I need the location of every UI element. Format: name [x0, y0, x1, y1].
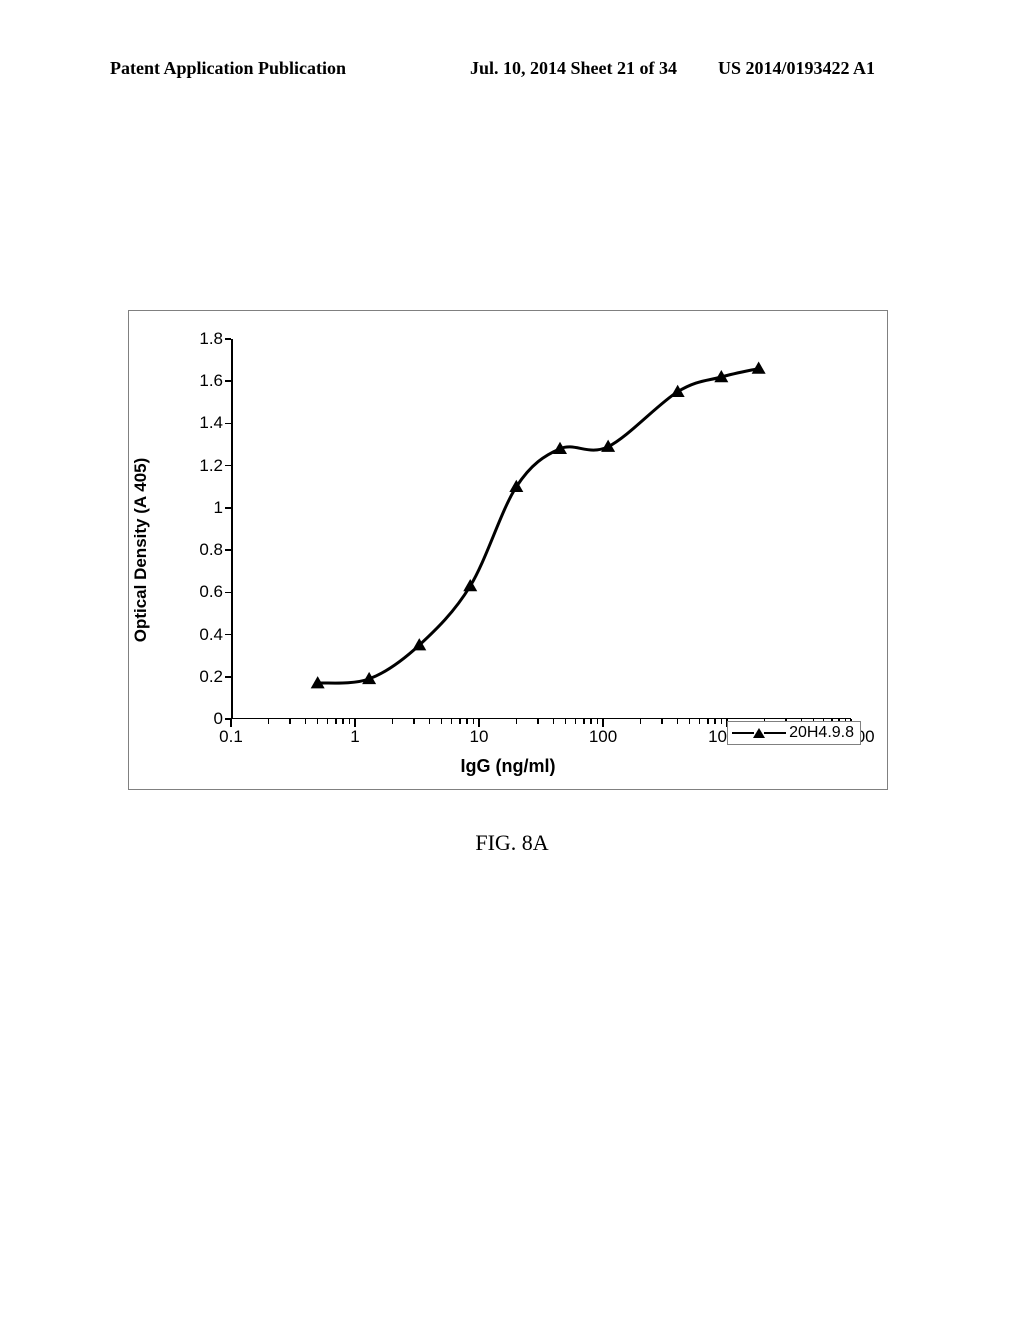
- chart-container: Optical Density (A 405) IgG (ng/ml) 00.2…: [128, 310, 888, 790]
- x-minor-tick: [516, 719, 518, 724]
- x-minor-tick: [699, 719, 701, 724]
- y-axis-label: Optical Density (A 405): [131, 458, 151, 643]
- x-minor-tick: [342, 719, 344, 724]
- header-left: Patent Application Publication: [110, 58, 346, 79]
- y-tick: [225, 465, 231, 467]
- x-minor-tick: [640, 719, 642, 724]
- y-tick-label: 0.4: [185, 625, 223, 645]
- legend-box: 20H4.9.8: [727, 721, 861, 745]
- y-tick: [225, 338, 231, 340]
- series-marker-triangle-icon: [671, 385, 685, 397]
- x-minor-tick: [317, 719, 319, 724]
- x-minor-tick: [335, 719, 337, 724]
- y-tick: [225, 634, 231, 636]
- x-minor-tick: [459, 719, 461, 724]
- y-tick-label: 1.2: [185, 456, 223, 476]
- x-minor-tick: [451, 719, 453, 724]
- legend-line-icon: [732, 732, 754, 735]
- y-tick-label: 0.8: [185, 540, 223, 560]
- y-tick: [225, 549, 231, 551]
- header-mid: Jul. 10, 2014 Sheet 21 of 34: [470, 58, 677, 79]
- x-minor-tick: [714, 719, 716, 724]
- header-row: Patent Application Publication Jul. 10, …: [0, 58, 1024, 82]
- x-minor-tick: [289, 719, 291, 724]
- plot-area: 00.20.40.60.811.21.41.61.80.111010010001…: [231, 339, 851, 719]
- legend-label: 20H4.9.8: [789, 724, 854, 742]
- x-minor-tick: [268, 719, 270, 724]
- figure-caption: FIG. 8A: [0, 830, 1024, 856]
- y-tick-label: 1.4: [185, 413, 223, 433]
- x-minor-tick: [537, 719, 539, 724]
- y-tick: [225, 507, 231, 509]
- page: Patent Application Publication Jul. 10, …: [0, 0, 1024, 1320]
- x-minor-tick: [466, 719, 468, 724]
- x-tick-label: 100: [589, 727, 617, 747]
- x-tick-label: 1: [350, 727, 359, 747]
- x-minor-tick: [677, 719, 679, 724]
- x-minor-tick: [583, 719, 585, 724]
- y-tick-label: 1.6: [185, 371, 223, 391]
- x-minor-tick: [349, 719, 351, 724]
- x-minor-tick: [553, 719, 555, 724]
- series-marker-triangle-icon: [601, 440, 615, 452]
- x-minor-tick: [441, 719, 443, 724]
- x-minor-tick: [721, 719, 723, 724]
- x-minor-tick: [473, 719, 475, 724]
- x-tick: [602, 719, 604, 727]
- x-minor-tick: [689, 719, 691, 724]
- x-axis-label: IgG (ng/ml): [129, 756, 887, 777]
- y-tick: [225, 380, 231, 382]
- y-tick-label: 1.8: [185, 329, 223, 349]
- x-minor-tick: [305, 719, 307, 724]
- y-tick: [225, 676, 231, 678]
- chart-svg: [231, 339, 851, 719]
- series-marker-triangle-icon: [463, 579, 477, 591]
- y-tick-label: 0.6: [185, 582, 223, 602]
- y-tick-label: 1: [185, 498, 223, 518]
- x-minor-tick: [327, 719, 329, 724]
- y-tick: [225, 423, 231, 425]
- y-tick-label: 0.2: [185, 667, 223, 687]
- x-minor-tick: [413, 719, 415, 724]
- x-tick: [354, 719, 356, 727]
- y-tick: [225, 592, 231, 594]
- header-right: US 2014/0193422 A1: [718, 58, 875, 79]
- x-minor-tick: [392, 719, 394, 724]
- x-minor-tick: [565, 719, 567, 724]
- x-minor-tick: [429, 719, 431, 724]
- x-tick-label: 10: [470, 727, 489, 747]
- legend-line-icon: [764, 732, 786, 735]
- x-minor-tick: [575, 719, 577, 724]
- x-minor-tick: [707, 719, 709, 724]
- y-tick-label: 0: [185, 709, 223, 729]
- x-tick: [478, 719, 480, 727]
- x-minor-tick: [661, 719, 663, 724]
- x-tick-label: 0.1: [219, 727, 243, 747]
- series-line: [318, 369, 759, 684]
- x-tick: [230, 719, 232, 727]
- x-minor-tick: [597, 719, 599, 724]
- x-minor-tick: [590, 719, 592, 724]
- series-marker-triangle-icon: [752, 362, 766, 374]
